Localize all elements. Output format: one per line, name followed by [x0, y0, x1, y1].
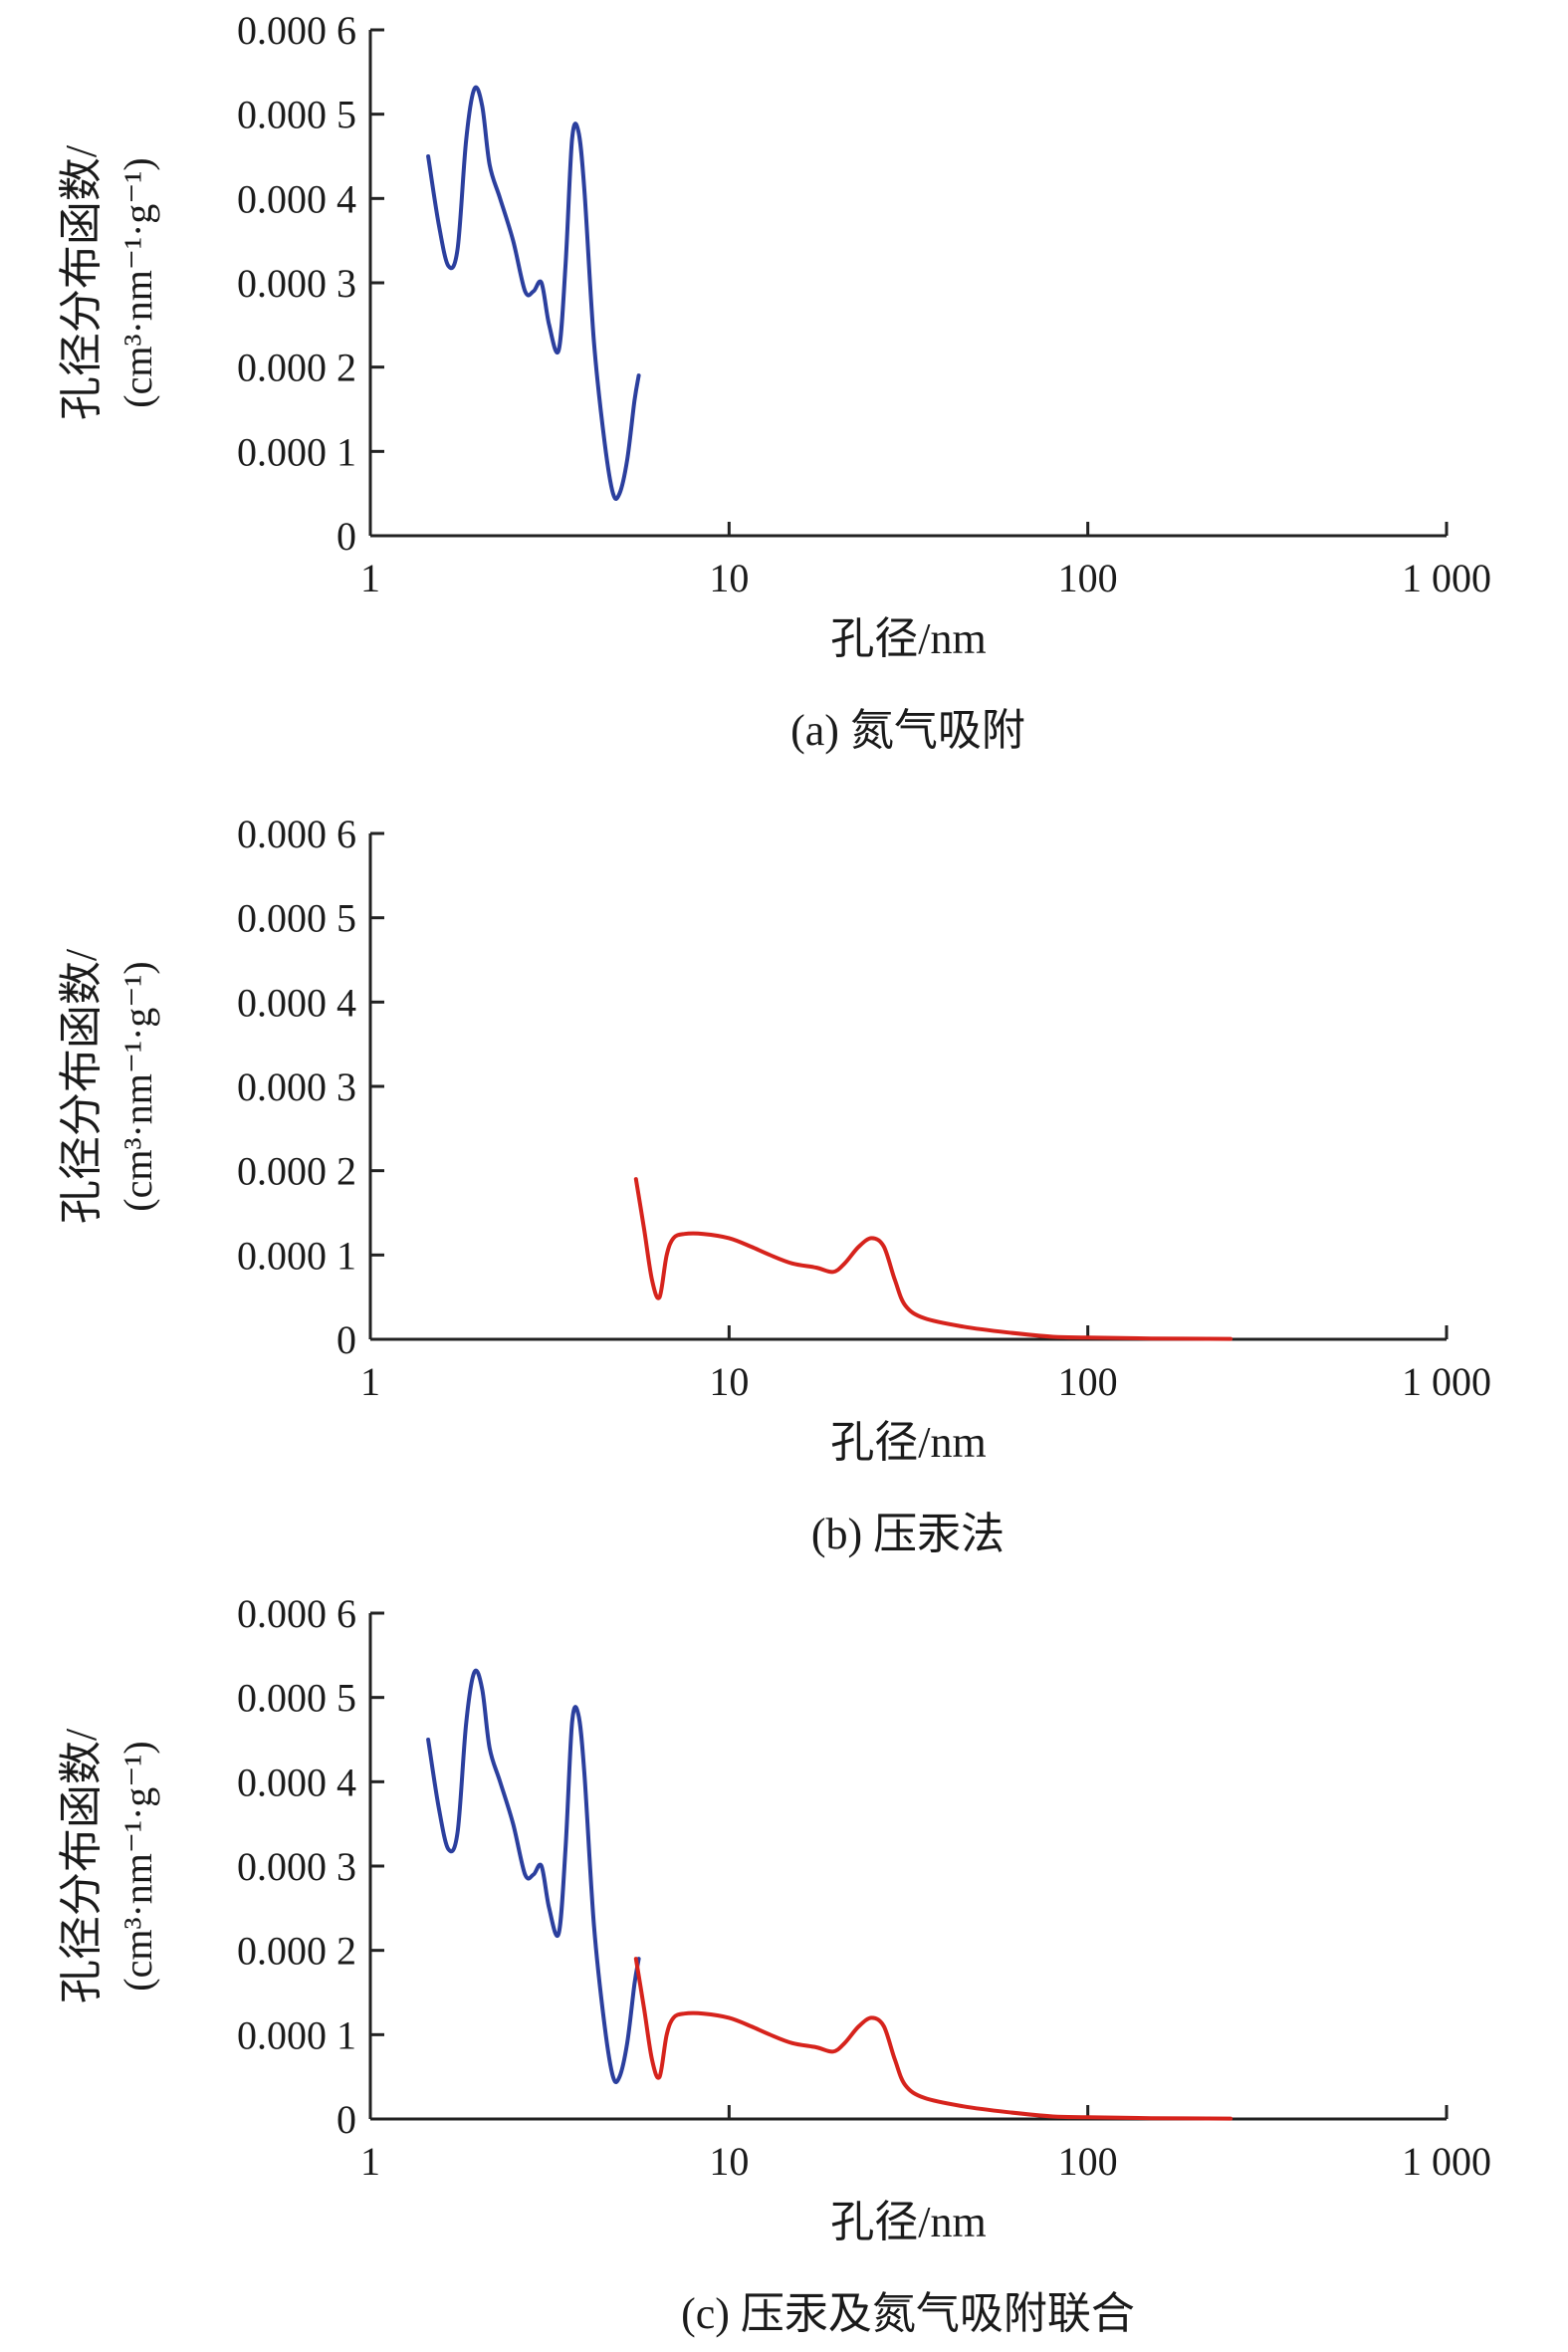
- x-tick-label: 1 000: [1402, 556, 1491, 600]
- x-axis-title: 孔径/nm: [830, 1418, 986, 1467]
- y-tick-label: 0.000 3: [237, 1064, 356, 1109]
- chart-panel-a: 0 0.000 1 0.000 2 0.000 3 0.000 4 0.000 5 0.00…: [57, 8, 1491, 755]
- y-axis-title-line1: 孔径分布函数/: [57, 948, 106, 1224]
- x-tick-label: 100: [1058, 2139, 1118, 2184]
- series-line-0: [633, 1177, 1233, 1341]
- y-tick-label: 0.000 3: [237, 1844, 356, 1889]
- x-tick-label: 1: [360, 1359, 380, 1404]
- y-tick-label: 0.000 1: [237, 1233, 356, 1278]
- x-tick-label: 10: [709, 2139, 749, 2184]
- y-tick-label: 0.000 2: [237, 1149, 356, 1194]
- y-tick-label: 0.000 4: [237, 176, 356, 221]
- x-tick-label: 1: [360, 556, 380, 600]
- series-line-0: [426, 1668, 641, 2084]
- y-tick-label: 0: [336, 2097, 356, 2142]
- y-tick-label: 0.000 5: [237, 93, 356, 137]
- x-tick-label: 1 000: [1402, 1359, 1491, 1404]
- figure-caption: (a) 氮气吸附: [790, 706, 1025, 755]
- x-tick-label: 1 000: [1402, 2139, 1491, 2184]
- y-axis-title-line2: (cm³·nm⁻¹·g⁻¹): [115, 157, 160, 407]
- y-tick-label: 0.000 5: [237, 896, 356, 941]
- y-tick-label: 0.000 2: [237, 1929, 356, 1974]
- x-tick-label: 10: [709, 1359, 749, 1404]
- figure-caption: (b) 压汞法: [811, 1510, 1005, 1558]
- series-line-0: [426, 85, 641, 501]
- x-axis-title: 孔径/nm: [830, 614, 986, 663]
- chart-panel-b: 0 0.000 1 0.000 2 0.000 3 0.000 4 0.000 5 0.00…: [57, 812, 1491, 1558]
- y-tick-label: 0.000 1: [237, 2012, 356, 2057]
- y-tick-label: 0.000 6: [237, 8, 356, 53]
- x-tick-label: 100: [1058, 1359, 1118, 1404]
- x-axis-title: 孔径/nm: [830, 2198, 986, 2246]
- y-tick-label: 0.000 2: [237, 346, 356, 390]
- x-tick-label: 100: [1058, 556, 1118, 600]
- x-tick-label: 10: [709, 556, 749, 600]
- y-tick-label: 0: [336, 514, 356, 559]
- x-tick-label: 1: [360, 2139, 380, 2184]
- y-tick-label: 0.000 3: [237, 261, 356, 306]
- y-tick-label: 0.000 6: [237, 812, 356, 856]
- chart-panel-c: 0 0.000 1 0.000 2 0.000 3 0.000 4 0.000 5 0.00…: [57, 1591, 1491, 2338]
- y-tick-label: 0.000 1: [237, 429, 356, 474]
- y-tick-label: 0.000 4: [237, 1760, 356, 1804]
- figure-caption: (c) 压汞及氮气吸附联合: [681, 2289, 1135, 2338]
- y-tick-label: 0.000 6: [237, 1591, 356, 1636]
- y-axis-title-line1: 孔径分布函数/: [57, 1728, 106, 2003]
- series-line-1: [633, 1957, 1233, 2121]
- y-axis-title-line2: (cm³·nm⁻¹·g⁻¹): [115, 1741, 160, 1991]
- y-axis-title-line1: 孔径分布函数/: [57, 144, 106, 420]
- y-axis-title-line2: (cm³·nm⁻¹·g⁻¹): [115, 961, 160, 1211]
- y-tick-label: 0.000 4: [237, 980, 356, 1025]
- y-tick-label: 0.000 5: [237, 1676, 356, 1721]
- y-tick-label: 0: [336, 1317, 356, 1362]
